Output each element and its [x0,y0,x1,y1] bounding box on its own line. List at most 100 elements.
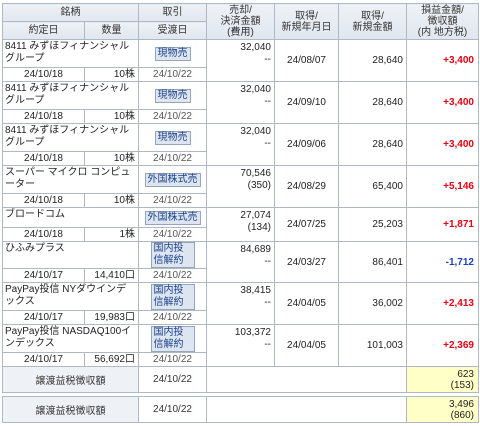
stock-name: ブロードコム [2,207,139,228]
header-torihiki[interactable]: 取引 [138,3,207,22]
stock-name: スーパー マイクロ コンピューター [2,165,139,194]
settlement-date: 24/10/22 [138,268,207,283]
trade-history-table: 銘柄 取引 売却/ 決済金額 (費用) 取得/ 新規年月日 取得/ 新規金額 損… [2,3,479,423]
header-baikyaku[interactable]: 売却/ 決済金額 (費用) [206,3,275,40]
quantity: 10株 [84,67,139,82]
sale-amount: 32,040 [240,126,271,137]
acquisition-amount: 101,003 [338,324,407,367]
header-yakujobi[interactable]: 約定日 [2,21,85,40]
header-shutoku-amount[interactable]: 取得/ 新規金額 [338,3,407,40]
quantity: 1株 [84,227,139,242]
sale-amount-cell: 84,689 -- [206,241,275,283]
trade-type-link[interactable]: 現物売 [154,46,191,61]
trade-date: 24/10/18 [2,109,85,124]
acquisition-amount: 28,640 [338,81,407,124]
sale-amount-cell: 32,040 -- [206,39,275,82]
quantity: 10株 [84,109,139,124]
tax-total-date: 24/10/22 [138,366,207,393]
acquisition-amount: 25,203 [338,207,407,242]
tax-total-row: 譲渡益税徴収額 24/10/22 623 (153) [2,366,479,393]
settlement-date: 24/10/22 [138,151,207,166]
tax-total-date: 24/10/22 [138,396,207,423]
header-row-1: 銘柄 取引 売却/ 決済金額 (費用) 取得/ 新規年月日 取得/ 新規金額 損… [2,3,479,40]
trade-type-link[interactable]: 国内投信解約 [150,283,195,310]
acquisition-amount: 28,640 [338,123,407,166]
tax-total-label: 譲渡益税徴収額 [2,366,139,393]
header-shutoku-date-line1: 取得/ [295,10,318,22]
header-shutoku-date-line2: 新規年月日 [281,21,332,33]
table-row: PayPay投信 NYダウインデックス 国内投信解約 38,415 -- 24/04/0… [2,282,479,325]
profit-loss: +2,413 [406,282,479,325]
tax-total-label: 譲渡益税徴収額 [2,396,139,423]
table-row-sub: 24/10/17 56,692口 24/10/22 [2,352,479,367]
trade-type-cell: 外国株式売 [138,165,207,194]
trade-type-cell: 国内投信解約 [138,282,207,311]
trade-type-link[interactable]: 国内投信解約 [150,325,195,352]
sale-amount-cell: 27,074 (134) [206,207,275,242]
sale-fee: -- [264,96,271,107]
acquisition-date: 24/08/07 [274,39,339,82]
stock-name: PayPay投信 NASDAQ100インデックス [2,324,139,353]
tax-total-blank [206,366,407,393]
settlement-date: 24/10/22 [138,193,207,208]
profit-loss: +3,400 [406,123,479,166]
header-suryo[interactable]: 数量 [84,21,139,40]
header-shutoku-date[interactable]: 取得/ 新規年月日 [274,3,339,40]
tax-total-amount-cell: 623 (153) [406,366,479,393]
table-row-sub: 24/10/18 10株 24/10/22 [2,151,479,166]
trade-type-link[interactable]: 現物売 [154,88,191,103]
acquisition-date: 24/09/10 [274,81,339,124]
settlement-date: 24/10/22 [138,227,207,242]
sale-amount-cell: 103,372 -- [206,324,275,367]
sale-fee: -- [264,297,271,308]
trade-type-link[interactable]: 外国株式売 [144,210,201,225]
settlement-date: 24/10/22 [138,352,207,367]
tax-total-amount: 3,496 [448,398,474,410]
trade-history-panel: 銘柄 取引 売却/ 決済金額 (費用) 取得/ 新規年月日 取得/ 新規金額 損… [2,3,479,423]
table-row-sub: 24/10/18 1株 24/10/22 [2,227,479,242]
sale-amount-cell: 38,415 -- [206,282,275,325]
profit-loss: -1,712 [406,241,479,283]
trade-type-cell: 外国株式売 [138,207,207,228]
trade-type-cell: 現物売 [138,81,207,110]
trade-date: 24/10/18 [2,67,85,82]
tax-totals: 譲渡益税徴収額 24/10/22 623 (153) 譲渡益税徴収額 24/10/22 3,… [2,366,479,423]
sale-amount: 103,372 [234,327,271,338]
trade-type-link[interactable]: 現物売 [154,130,191,145]
profit-loss: +1,871 [406,207,479,242]
table-row: 8411 みずほフィナンシャルグループ 現物売 32,040 -- 24/09/06 28… [2,123,479,166]
profit-loss: +2,369 [406,324,479,367]
header-pl-line2: 徴収額 [427,16,458,27]
trade-type-link[interactable]: 国内投信解約 [150,242,195,268]
acquisition-date: 24/04/05 [274,324,339,367]
sale-amount: 27,074 [240,210,271,221]
table-row: ひふみプラス 国内投信解約 84,689 -- 24/03/27 86,401 -1,712 [2,241,479,283]
header-ukewatashibi[interactable]: 受渡日 [138,21,207,40]
header-profit-loss[interactable]: 損益金額/ 徴収額 (内 地方税) [406,3,479,40]
header-meigara[interactable]: 銘柄 [2,3,139,22]
tax-total-row: 譲渡益税徴収額 24/10/22 3,496 (860) [2,396,479,423]
tax-total-amount-cell: 3,496 (860) [406,396,479,423]
acquisition-amount: 86,401 [338,241,407,283]
sale-amount: 32,040 [240,84,271,95]
acquisition-date: 24/04/05 [274,282,339,325]
quantity: 56,692口 [84,352,139,367]
table-row: PayPay投信 NASDAQ100インデックス 国内投信解約 103,372 -- 2… [2,324,479,367]
tax-total-local: (153) [450,379,474,391]
profit-loss: +5,146 [406,165,479,208]
quantity: 14,410口 [84,268,139,283]
trade-date: 24/10/17 [2,352,85,367]
trade-type-link[interactable]: 外国株式売 [144,172,201,187]
table-row: 8411 みずほフィナンシャルグループ 現物売 32,040 -- 24/09/10 28… [2,81,479,124]
acquisition-date: 24/03/27 [274,241,339,283]
acquisition-date: 24/09/06 [274,123,339,166]
table-row: スーパー マイクロ コンピューター 外国株式売 70,546 (350) 24/08/2… [2,165,479,208]
trade-date: 24/10/18 [2,193,85,208]
quantity: 19,983口 [84,310,139,325]
trade-type-cell: 国内投信解約 [138,241,207,269]
trade-rows: 8411 みずほフィナンシャルグループ 現物売 32,040 -- 24/08/07 28… [2,39,479,367]
sale-fee: (350) [247,180,271,191]
sale-amount-cell: 32,040 -- [206,81,275,124]
acquisition-amount: 28,640 [338,39,407,82]
header-pl-line1: 損益金額/ [421,5,464,16]
